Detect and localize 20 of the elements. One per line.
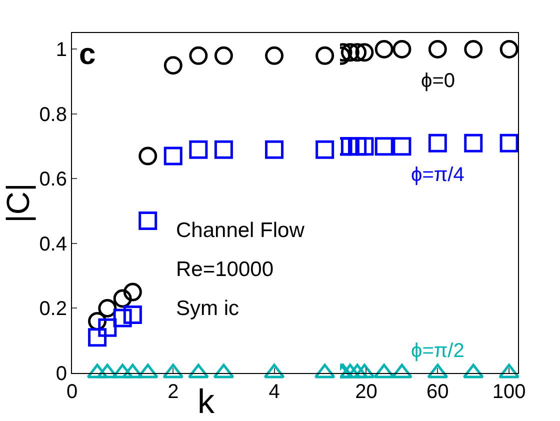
y-tick-label: 0.4 (39, 233, 67, 256)
y-tick-label: 0 (56, 363, 67, 385)
series-label: ϕ=0 (421, 70, 456, 92)
annotation: Sym ic (176, 297, 239, 320)
series-label: ϕ=π/2 (411, 340, 464, 362)
y-axis-title: |C| (0, 183, 36, 223)
y-tick-label: 0.6 (39, 168, 67, 191)
x-tick-label: 4 (268, 381, 280, 403)
x-tick-label: 100 (492, 381, 526, 403)
x-tick-label: 2 (168, 381, 179, 403)
x-tick-label: 20 (355, 381, 378, 403)
y-tick-label: 1 (56, 39, 67, 62)
annotation: Re=10000 (176, 258, 274, 281)
x-axis-title: k (198, 383, 216, 421)
annotation: c (79, 38, 96, 71)
annotation: Channel Flow (176, 219, 306, 242)
y-tick-label: 0.2 (39, 298, 67, 320)
x-tick-label: 60 (426, 381, 449, 403)
series-label: ϕ=π/4 (411, 164, 464, 186)
y-tick-label: 0.8 (39, 104, 67, 126)
